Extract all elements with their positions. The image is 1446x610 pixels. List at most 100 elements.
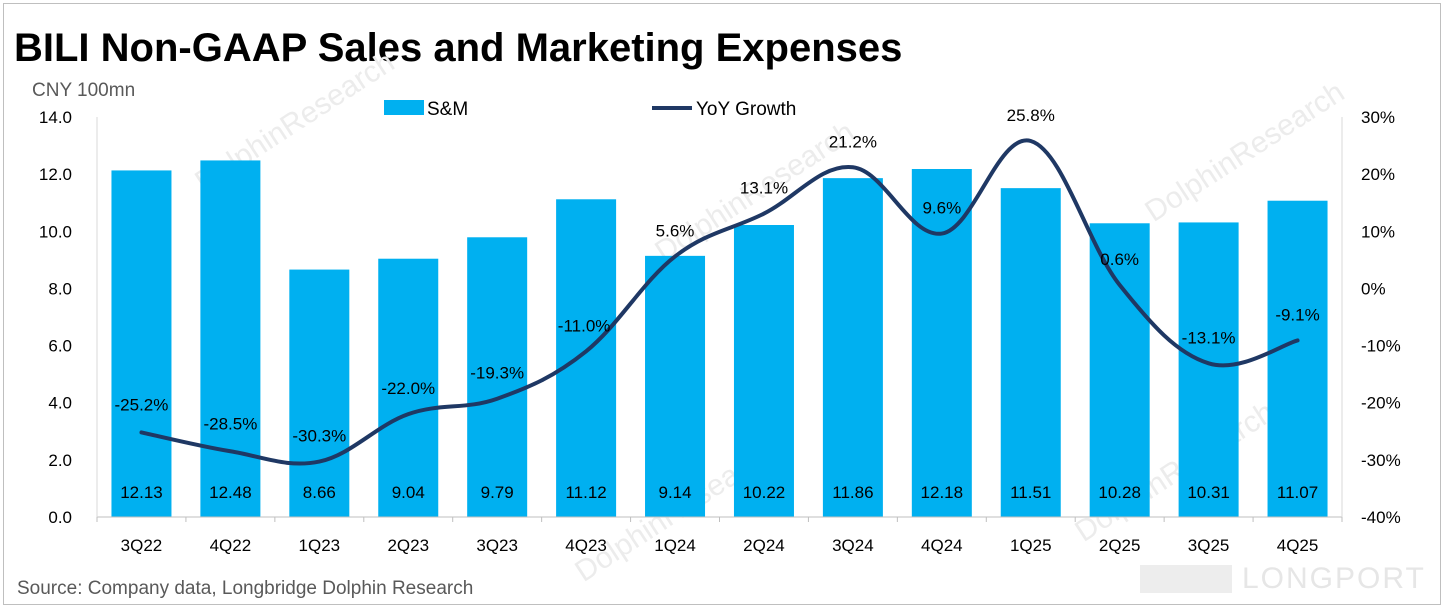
bar-4Q22 (200, 160, 261, 517)
x-tick-label-3Q22: 3Q22 (121, 536, 163, 555)
bar-label-3Q25: 10.31 (1187, 483, 1230, 502)
yoy-label-3Q23: -19.3% (470, 364, 524, 383)
bar-label-4Q25: 11.07 (1277, 483, 1318, 502)
bar-4Q25 (1267, 200, 1328, 517)
bar-label-2Q24: 10.22 (743, 483, 786, 502)
watermark-logo-icon (1140, 565, 1232, 593)
bar-1Q24 (645, 255, 706, 517)
legend-swatch-sm (384, 100, 424, 115)
bar-1Q23 (289, 269, 350, 517)
bar-value-labels: 12.13 12.48 8.66 9.04 9.79 11.12 9.14 10.22 11.8… (120, 483, 1318, 502)
bar-label-4Q24: 12.18 (921, 483, 964, 502)
yoy-label-3Q25: -13.1% (1182, 328, 1236, 347)
left-tick-label: 10.0 (39, 222, 72, 241)
chart-frame (3, 3, 1441, 605)
yoy-point-3Q24 (852, 166, 854, 168)
legend-label-yoy: YoY Growth (696, 99, 796, 120)
bar-3Q22 (111, 170, 172, 517)
left-tick-label: 4.0 (48, 394, 72, 413)
x-tick-label-3Q24: 3Q24 (832, 536, 874, 555)
yoy-point-4Q25 (1297, 339, 1299, 341)
bar-label-2Q23: 9.04 (392, 483, 425, 502)
yoy-label-1Q23: -30.3% (292, 427, 346, 446)
left-tick-label: 14.0 (39, 108, 72, 127)
yoy-point-4Q24 (941, 233, 943, 235)
yoy-point-1Q23 (318, 461, 320, 463)
yoy-label-2Q25: 0.6% (1100, 250, 1139, 269)
right-tick-label: -20% (1361, 394, 1401, 413)
yoy-point-2Q25 (1119, 284, 1121, 286)
bar-label-1Q23: 8.66 (303, 483, 336, 502)
yoy-point-2Q23 (407, 413, 409, 415)
yoy-label-4Q22: -28.5% (203, 414, 257, 433)
x-tick-label-4Q25: 4Q25 (1277, 536, 1319, 555)
line-value-labels: -25.2% -28.5% -30.3% -22.0% -19.3% -11.0% 5.6%… (115, 106, 1320, 446)
bar-series (111, 160, 1328, 518)
bar-label-1Q25: 11.51 (1010, 483, 1051, 502)
right-tick-label: -30% (1361, 451, 1401, 470)
yoy-label-1Q25: 25.8% (1007, 106, 1055, 125)
axes: 0.0 2.0 4.0 6.0 8.0 10.0 12.0 14.0 -40% -30% -20% -… (39, 108, 1401, 555)
yoy-point-3Q22 (140, 431, 142, 433)
x-tick-label-3Q23: 3Q23 (476, 536, 518, 555)
x-tick-label-2Q23: 2Q23 (387, 536, 429, 555)
watermark-text: LONGPORT (1242, 562, 1426, 595)
yoy-label-2Q24: 13.1% (740, 179, 788, 198)
yoy-label-2Q23: -22.0% (381, 379, 435, 398)
yoy-point-3Q23 (496, 398, 498, 400)
yoy-label-3Q24: 21.2% (829, 132, 877, 151)
right-tick-label: 10% (1361, 222, 1395, 241)
right-tick-label: 0% (1361, 279, 1386, 298)
yoy-growth-line (139, 138, 1300, 466)
x-tick-label-3Q25: 3Q25 (1188, 536, 1230, 555)
bar-label-4Q23: 11.12 (565, 483, 606, 502)
chart-title: BILI Non-GAAP Sales and Marketing Expens… (14, 26, 903, 70)
left-tick-label: 0.0 (48, 508, 72, 527)
bar-1Q25 (1000, 188, 1061, 517)
source-note: Source: Company data, Longbridge Dolphin… (17, 578, 474, 599)
yoy-point-3Q25 (1208, 362, 1210, 364)
yoy-point-1Q25 (1030, 140, 1032, 142)
x-tick-label-1Q24: 1Q24 (654, 536, 696, 555)
x-tick-label-2Q24: 2Q24 (743, 536, 785, 555)
yoy-point-1Q24 (674, 255, 676, 257)
bar-label-4Q22: 12.48 (209, 483, 252, 502)
yoy-label-4Q23: -11.0% (558, 316, 611, 335)
bar-2Q23 (378, 258, 439, 517)
legend: S&M YoY Growth (384, 99, 796, 120)
x-tick-label-1Q25: 1Q25 (1010, 536, 1052, 555)
bar-3Q24 (822, 178, 883, 517)
watermark: LONGPORT (1140, 562, 1426, 596)
yoy-label-1Q24: 5.6% (656, 221, 695, 240)
bar-label-2Q25: 10.28 (1098, 483, 1141, 502)
yoy-point-2Q24 (763, 213, 765, 215)
unit-label: CNY 100mn (32, 80, 136, 101)
bar-label-1Q24: 9.14 (658, 483, 691, 502)
left-tick-label: 12.0 (39, 165, 72, 184)
bar-2Q24 (733, 225, 794, 517)
bar-3Q23 (467, 237, 528, 518)
yoy-point-4Q22 (229, 450, 231, 452)
x-tick-label-4Q24: 4Q24 (921, 536, 963, 555)
x-tick-label-1Q23: 1Q23 (299, 536, 341, 555)
bar-label-3Q23: 9.79 (481, 483, 514, 502)
bar-4Q23 (556, 199, 617, 518)
yoy-label-4Q24: 9.6% (922, 199, 961, 218)
left-tick-label: 6.0 (48, 337, 72, 356)
right-tick-label: 20% (1361, 165, 1395, 184)
bar-3Q25 (1178, 222, 1239, 517)
bar-label-3Q22: 12.13 (120, 483, 163, 502)
x-tick-label-2Q25: 2Q25 (1099, 536, 1141, 555)
x-tick-label-4Q23: 4Q23 (565, 536, 607, 555)
right-tick-label: -10% (1361, 337, 1401, 356)
left-tick-label: 2.0 (48, 451, 72, 470)
right-tick-label: 30% (1361, 108, 1395, 127)
bar-2Q25 (1089, 223, 1150, 518)
left-tick-label: 8.0 (48, 279, 72, 298)
line-series (139, 138, 1300, 466)
bar-label-3Q24: 11.86 (832, 483, 873, 502)
yoy-point-4Q23 (585, 350, 587, 352)
right-tick-label: -40% (1361, 508, 1401, 527)
yoy-label-4Q25: -9.1% (1275, 305, 1319, 324)
